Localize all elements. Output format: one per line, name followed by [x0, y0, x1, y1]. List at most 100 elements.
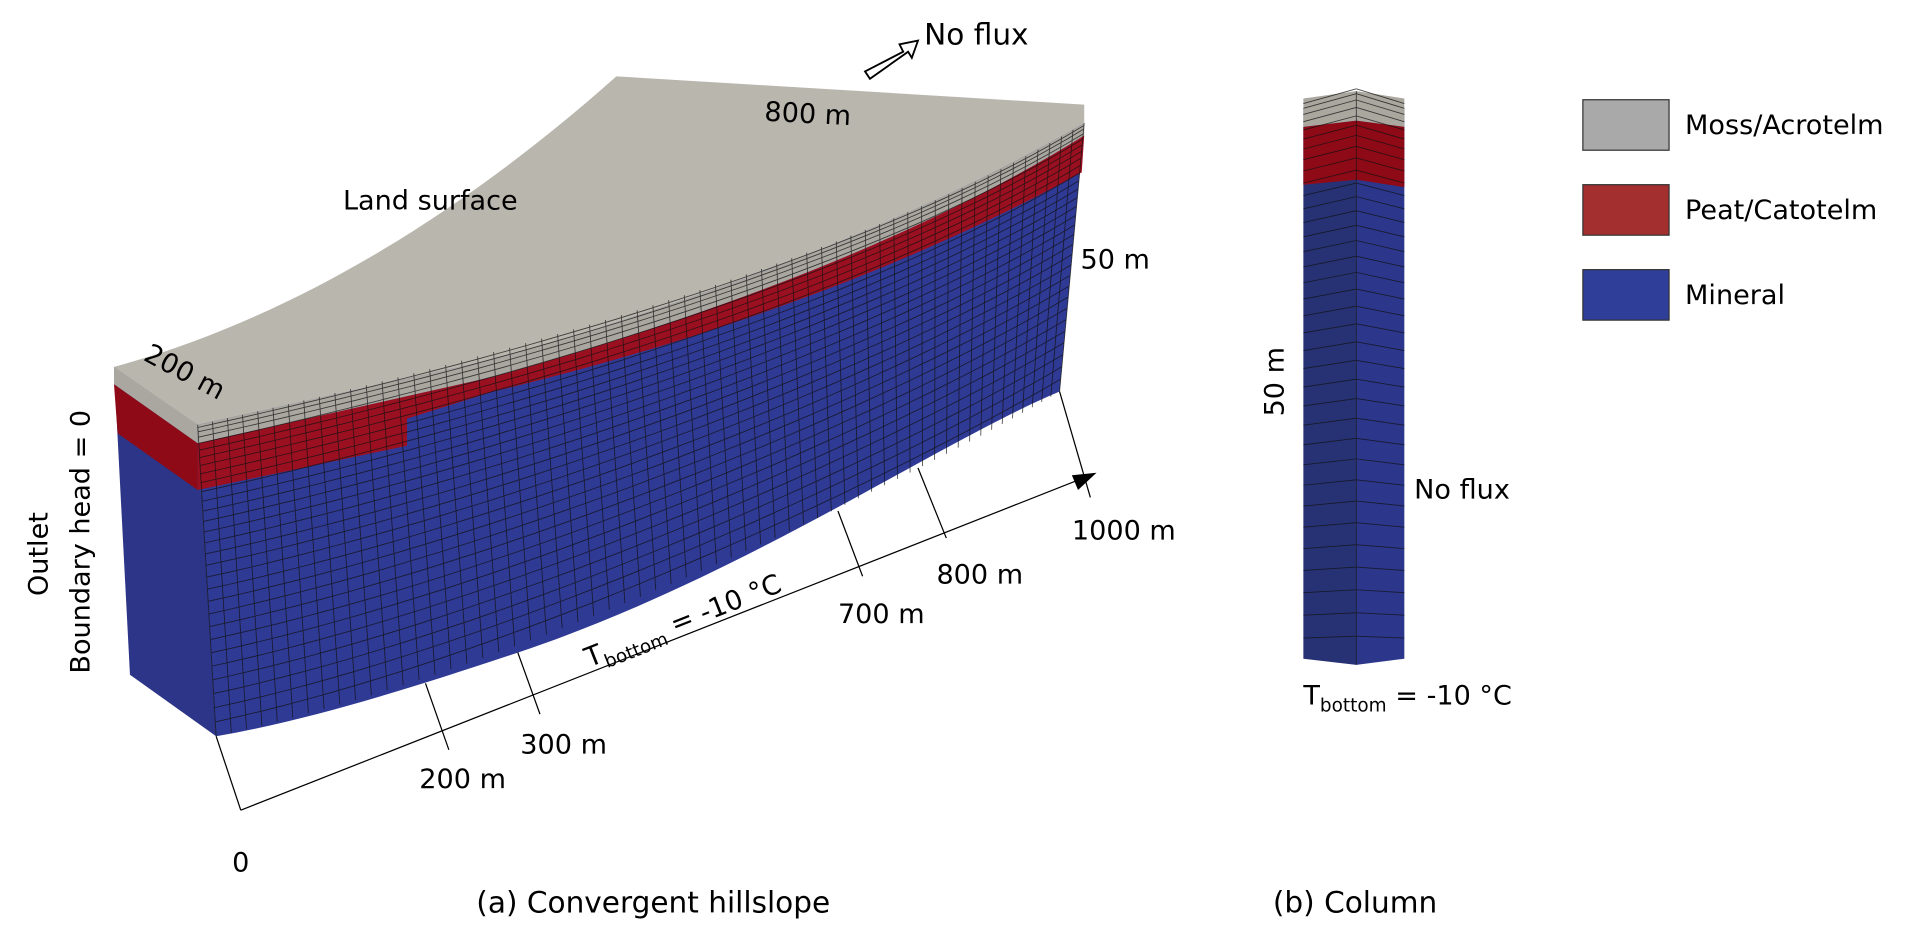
- mesh-line: [227, 418, 247, 730]
- hillslope-front-face: [197, 123, 1085, 737]
- mesh-line: [208, 274, 1071, 602]
- mesh-line: [1303, 522, 1357, 528]
- legend-swatch-moss: [1582, 99, 1670, 151]
- mesh-line: [197, 128, 1084, 433]
- mesh-line: [1356, 522, 1405, 528]
- mesh-line: [1303, 544, 1357, 550]
- no-flux-arrow-icon: [863, 39, 920, 81]
- mesh-line: [1012, 156, 1027, 419]
- mesh-line: [213, 354, 1064, 694]
- hillslope-left-peat: [113, 384, 198, 491]
- mesh-line: [1059, 123, 1085, 392]
- mesh-line: [1303, 479, 1357, 486]
- mesh-line: [806, 252, 818, 518]
- axis-drop-700: [837, 510, 864, 577]
- mesh-line: [573, 329, 595, 616]
- mesh-line: [201, 180, 1080, 493]
- mesh-line: [199, 144, 1083, 451]
- mesh-line: [1356, 196, 1405, 210]
- mesh-line: [730, 279, 747, 551]
- column-depth-label: 50 m: [1260, 347, 1291, 416]
- mesh-line: [1303, 589, 1357, 594]
- mesh-line: [209, 296, 1069, 628]
- mesh-line: [1356, 88, 1405, 104]
- mesh-line: [205, 234, 1075, 555]
- mesh-line: [525, 343, 547, 635]
- mesh-line: [204, 224, 1076, 544]
- mesh-line: [210, 307, 1068, 640]
- mesh-line: [1303, 288, 1357, 300]
- mesh-line: [509, 347, 532, 641]
- hillslope-moss-band: [197, 123, 1085, 444]
- mesh-line: [207, 264, 1072, 590]
- mesh-line: [1303, 134, 1357, 150]
- mesh-line: [1303, 210, 1357, 223]
- mesh-line: [200, 157, 1082, 466]
- mesh-line: [946, 194, 950, 454]
- mesh-line: [821, 247, 832, 512]
- axis-arrowhead-icon: [1071, 472, 1097, 491]
- mesh-line: [1303, 417, 1357, 426]
- column-moss: [1303, 91, 1405, 127]
- mesh-line: [1356, 210, 1405, 223]
- mesh-line: [1303, 182, 1357, 197]
- mesh-line: [1303, 378, 1357, 388]
- mesh-line: [934, 200, 936, 460]
- mesh-line: [668, 300, 687, 578]
- mesh-line: [1356, 255, 1405, 268]
- mesh-line: [1303, 271, 1357, 284]
- axis-tick-0: 0: [232, 848, 249, 879]
- mesh-line: [1303, 240, 1357, 253]
- mesh-line: [1303, 398, 1357, 407]
- mesh-line: [1356, 589, 1405, 594]
- mesh-line: [1356, 182, 1405, 197]
- mesh-line: [202, 188, 1079, 502]
- mesh-line: [893, 218, 898, 479]
- land-surface-label: Land surface: [343, 185, 518, 216]
- mesh-line: [1303, 323, 1357, 334]
- axis-drop-300: [517, 652, 541, 715]
- mesh-line: [683, 295, 702, 571]
- mesh-line: [381, 381, 404, 686]
- mesh-line: [215, 378, 1061, 723]
- mesh-line: [991, 169, 1002, 430]
- mesh-line: [477, 356, 500, 653]
- mesh-line: [1356, 612, 1405, 616]
- mesh-line: [211, 319, 1067, 654]
- mesh-line: [493, 352, 516, 647]
- axis-tick-200: 200 m: [419, 764, 506, 795]
- mesh-line: [652, 305, 672, 584]
- mesh-line: [1303, 107, 1357, 123]
- mesh-line: [208, 285, 1070, 615]
- mesh-line: [1356, 566, 1405, 571]
- mesh-line: [1303, 255, 1357, 268]
- mesh-line: [303, 400, 325, 710]
- mesh-line: [835, 241, 846, 505]
- mesh-line: [1356, 417, 1405, 426]
- mesh-line: [1356, 169, 1405, 184]
- mesh-line: [1303, 612, 1357, 616]
- legend-swatch-peat: [1582, 184, 1670, 236]
- mesh-line: [203, 205, 1077, 522]
- mesh-line: [397, 377, 420, 680]
- mesh-line: [1356, 500, 1405, 507]
- mesh-line: [201, 172, 1080, 483]
- mesh-line: [1356, 240, 1405, 253]
- mesh-line: [214, 366, 1063, 709]
- mesh-line: [980, 175, 989, 436]
- mesh-line: [1303, 88, 1357, 104]
- mesh-line: [1303, 196, 1357, 210]
- caption-b: (b) Column: [1273, 885, 1437, 919]
- legend-label-mineral: Mineral: [1685, 280, 1785, 311]
- axis-tick-800: 800 m: [936, 560, 1023, 591]
- mesh-line: [969, 181, 976, 442]
- mesh-line: [413, 373, 436, 675]
- legend-label-moss: Moss/Acrotelm: [1685, 110, 1884, 141]
- mesh-line: [1356, 437, 1405, 446]
- mesh-line: [907, 212, 911, 473]
- mesh-line: [745, 274, 762, 545]
- mesh-line: [761, 269, 776, 538]
- mesh-line: [1303, 566, 1357, 571]
- axis-drop-0: [215, 736, 242, 811]
- mesh-line: [200, 164, 1081, 475]
